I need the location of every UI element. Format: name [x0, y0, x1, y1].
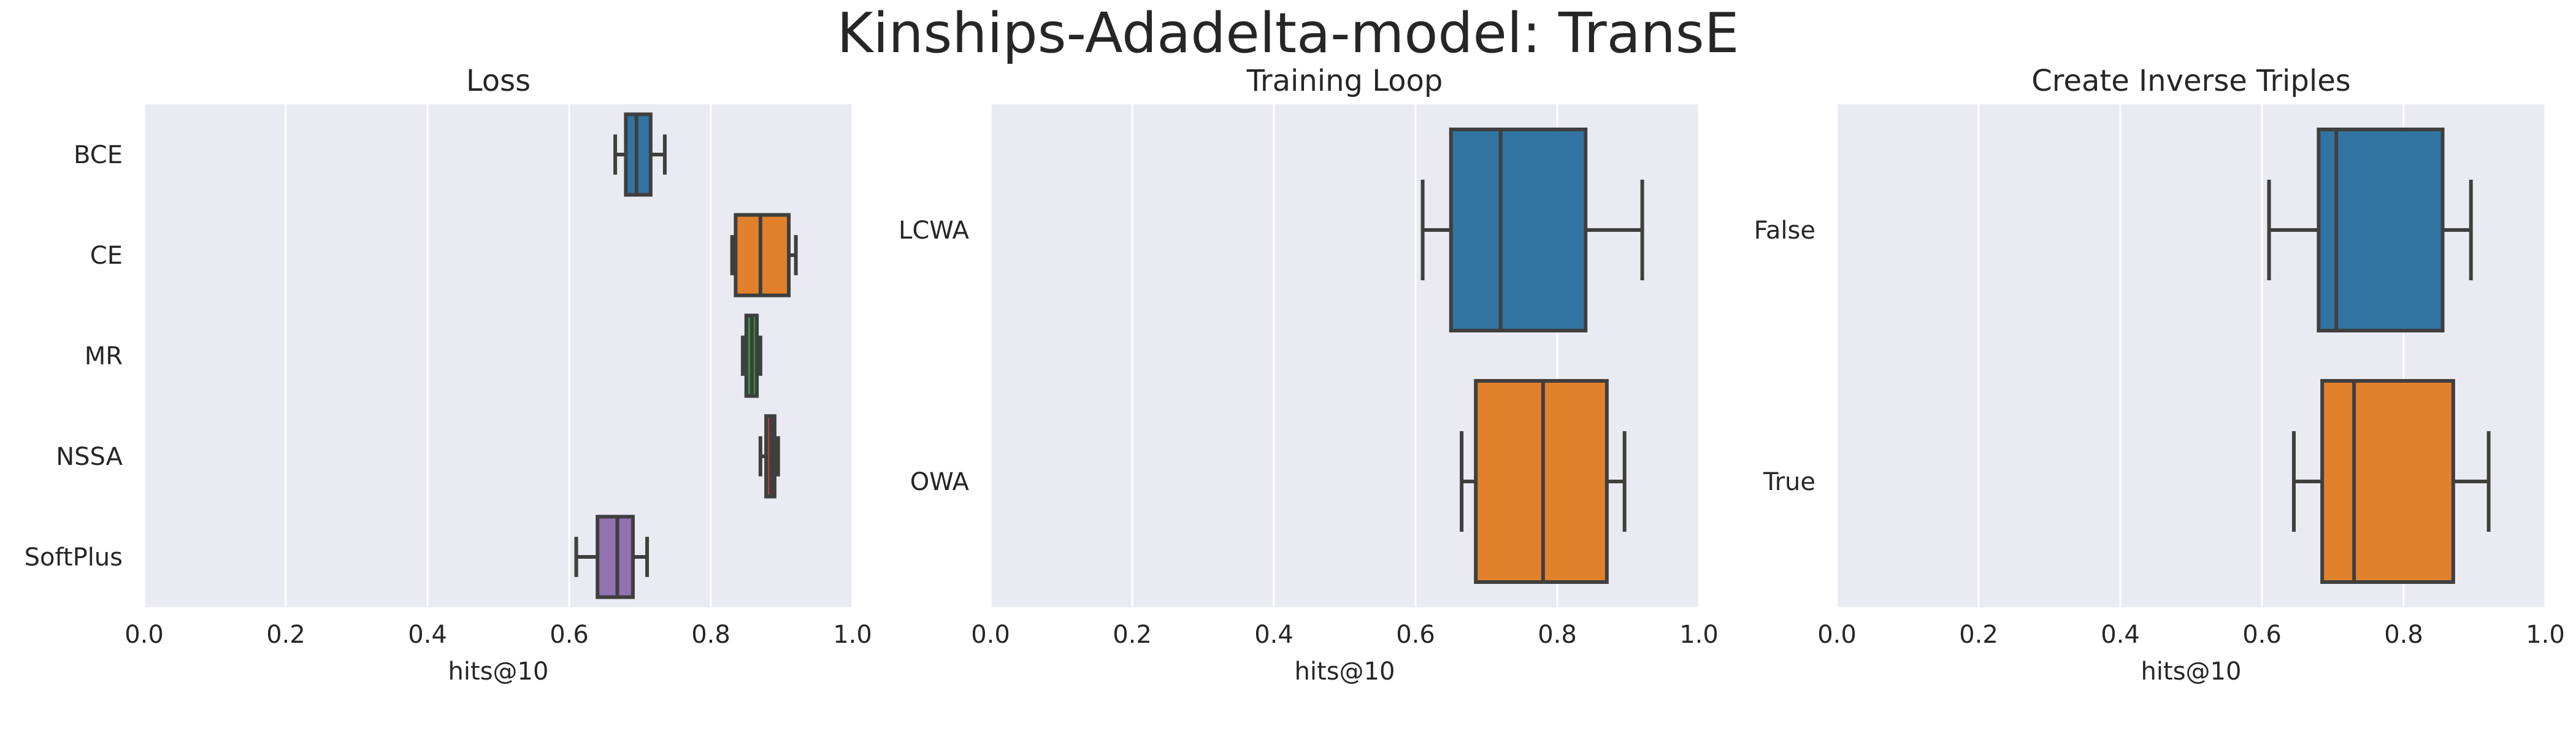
box-body	[2320, 379, 2455, 584]
box-body	[1449, 128, 1588, 332]
box-body	[2317, 128, 2445, 332]
box-nssa	[758, 414, 780, 499]
x-tick-label: 0.2	[1113, 621, 1152, 649]
box-lcwa	[1420, 128, 1644, 332]
y-tick-label: MR	[85, 342, 123, 370]
x-tick-label: 0.2	[1959, 621, 1998, 649]
x-tick-label: 0.6	[550, 621, 589, 649]
x-tick-label: 0.0	[1817, 621, 1857, 649]
x-tick-label: 0.8	[2384, 621, 2423, 649]
x-axis-label: hits@10	[448, 657, 549, 686]
figure-title: Kinships-Adadelta-model: TransE	[837, 1, 1739, 66]
box-ce	[730, 213, 798, 297]
y-tick-label: False	[1754, 217, 1815, 245]
y-tick-label: NSSA	[56, 443, 123, 471]
x-tick-label: 0.2	[266, 621, 305, 649]
x-tick-label: 0.6	[2242, 621, 2282, 649]
x-tick-label: 0.8	[691, 621, 730, 649]
panel-2: 0.0 0.2 0.4 0.6 0.8 1.0 hits@10 Training Loop LC…	[899, 64, 1719, 686]
x-axis-label: hits@10	[2141, 657, 2242, 686]
box-false	[2267, 128, 2473, 332]
box-bce	[613, 112, 667, 197]
x-tick-label: 0.4	[408, 621, 447, 649]
x-axis-label: hits@10	[1295, 657, 1395, 686]
x-tick-label: 0.4	[2101, 621, 2140, 649]
panel-title: Create Inverse Triples	[2031, 64, 2350, 98]
y-tick-label: SoftPlus	[25, 543, 123, 572]
x-tick-label: 0.0	[125, 621, 164, 649]
y-tick-label: True	[1763, 468, 1815, 496]
panel-1: 0.0 0.2 0.4 0.6 0.8 1.0 hits@10 Loss BCE CE MR NSSA…	[25, 64, 872, 686]
y-tick-label: BCE	[74, 141, 123, 169]
x-tick-label: 0.6	[1396, 621, 1435, 649]
x-tick-label: 1.0	[1679, 621, 1719, 649]
y-tick-label: LCWA	[899, 217, 970, 245]
box-owa	[1460, 379, 1627, 584]
y-tick-label: CE	[90, 242, 123, 270]
panel-3: 0.0 0.2 0.4 0.6 0.8 1.0 hits@10 Create Inverse …	[1754, 64, 2565, 686]
x-tick-label: 1.0	[2526, 621, 2565, 649]
box-body	[596, 515, 635, 599]
box-mr	[740, 313, 762, 398]
x-tick-label: 1.0	[833, 621, 872, 649]
y-tick-label: OWA	[910, 468, 970, 496]
x-tick-label: 0.4	[1254, 621, 1294, 649]
x-tick-label: 0.8	[1538, 621, 1577, 649]
x-tick-label: 0.0	[971, 621, 1010, 649]
panel-title: Training Loop	[1246, 64, 1443, 98]
panel-title: Loss	[466, 64, 531, 98]
box-true	[2291, 379, 2491, 584]
plot-background	[144, 104, 853, 607]
box-softplus	[574, 515, 650, 599]
